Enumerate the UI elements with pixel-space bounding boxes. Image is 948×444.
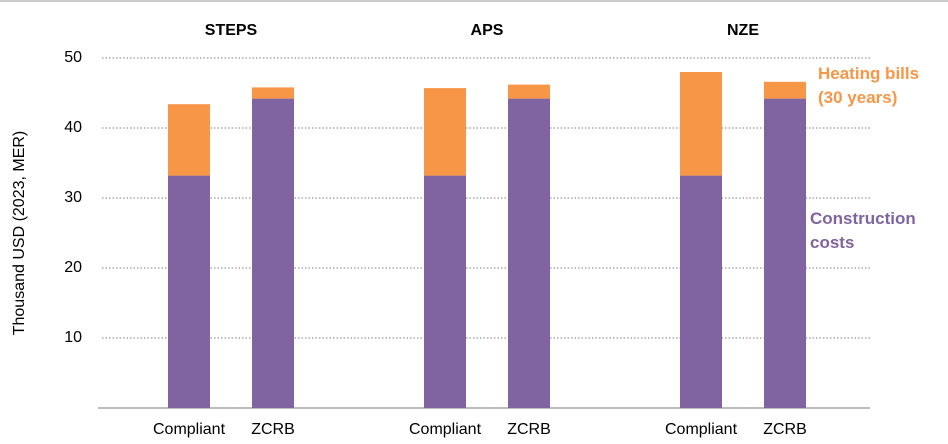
x-tick-label: Compliant (153, 421, 226, 438)
bar-segment (508, 84, 550, 99)
group-label: APS (471, 22, 504, 39)
y-tick-label: 20 (64, 259, 82, 276)
y-tick-label: 10 (64, 329, 82, 346)
y-tick-label: 30 (64, 189, 82, 206)
bar-segment (508, 98, 550, 408)
bar-segment (424, 175, 466, 408)
bar-segment (168, 175, 210, 408)
legend-construction: Construction costs (810, 209, 916, 252)
bar-segment (252, 87, 294, 99)
group-label: STEPS (205, 22, 258, 39)
x-tick-label: ZCRB (507, 421, 551, 438)
group-label: NZE (727, 22, 759, 39)
bar-segment (680, 175, 722, 408)
x-tick-label: Compliant (409, 421, 482, 438)
bar-segment (252, 98, 294, 408)
bar-segment (764, 81, 806, 99)
x-tick-label: Compliant (665, 421, 738, 438)
bar-segment (424, 88, 466, 176)
bar-segment (168, 104, 210, 176)
y-axis-label: Thousand USD (2023, MER) (11, 131, 28, 336)
x-tick-label: ZCRB (251, 421, 295, 438)
y-tick-label: 40 (64, 119, 82, 136)
legend-heating: Heating bills (30 years) (818, 64, 920, 107)
y-tick-label: 50 (64, 49, 82, 66)
bar-segment (764, 98, 806, 408)
x-tick-label: ZCRB (763, 421, 807, 438)
bar-segment (680, 72, 722, 176)
